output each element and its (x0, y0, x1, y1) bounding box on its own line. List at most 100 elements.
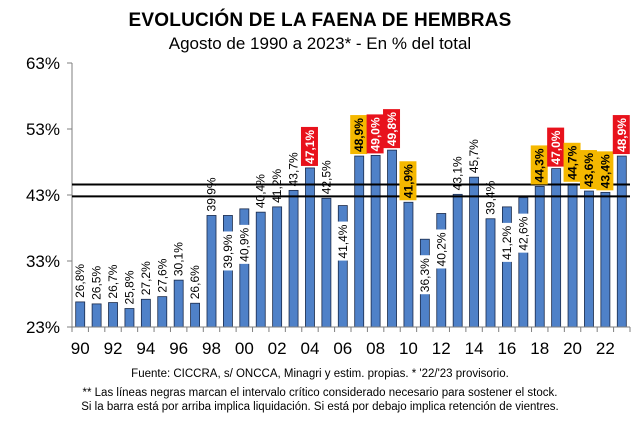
data-label-1994: 27,2% (139, 261, 153, 295)
data-label-text: 25,8% (122, 270, 136, 304)
data-label-text: 45,7% (467, 139, 481, 173)
label-background (416, 255, 432, 295)
data-label-text: 41,4% (336, 224, 350, 258)
label-highlight (596, 151, 614, 191)
data-label-2009: 49,8% (383, 109, 401, 149)
x-tick-label: 18 (530, 339, 549, 358)
footnote-line-2: Si la barra está por arriba implica liqu… (81, 401, 559, 413)
x-tick-label: 06 (333, 339, 352, 358)
data-label-text: 26,8% (73, 264, 87, 298)
data-label-2015: 39,4% (484, 180, 498, 214)
footnote-line-1: ** Las líneas negras marcan el intervalo… (82, 387, 558, 399)
data-label-text: 40,2% (434, 232, 448, 266)
x-tick-label: 90 (71, 339, 90, 358)
data-label-text: 47,0% (549, 130, 563, 164)
data-label-2010: 41,9% (399, 161, 417, 201)
source-note: Fuente: CICCRA, s/ ONCCA, Minagri y esti… (131, 368, 509, 380)
data-label-text: 43,4% (598, 154, 612, 188)
bar-2005 (321, 197, 332, 328)
data-label-2023: 48,9% (612, 115, 630, 155)
bar-2021 (584, 190, 594, 328)
data-label-2002: 41,2% (270, 169, 284, 203)
bar-2018 (534, 186, 545, 328)
x-tick-label: 98 (202, 339, 221, 358)
bar-2019 (551, 168, 562, 328)
bar-2009 (387, 149, 397, 328)
data-label-text: 49,0% (369, 117, 383, 151)
data-label-1996: 30,1% (172, 242, 186, 276)
y-tick-label: 63% (26, 54, 60, 73)
bar-1991 (91, 303, 102, 328)
data-label-1998: 39,9% (205, 177, 219, 211)
data-label-text: 43,1% (451, 156, 465, 190)
bar-2013 (452, 193, 463, 328)
bar-2020 (567, 183, 578, 328)
bar-2023 (616, 155, 627, 328)
bar-1996 (173, 279, 184, 328)
data-label-2016: 41,2% (498, 222, 514, 262)
x-tick-label: 04 (301, 339, 320, 358)
data-label-2019: 47,0% (547, 127, 565, 167)
x-tick-label: 16 (497, 339, 516, 358)
x-tick-label: 94 (136, 339, 155, 358)
bar-2007 (354, 155, 365, 328)
x-tick-label: 20 (563, 339, 582, 358)
x-tick-label: 10 (399, 339, 418, 358)
label-highlight (300, 126, 318, 166)
data-label-2012: 40,2% (433, 229, 449, 269)
data-label-text: 40,9% (237, 228, 251, 262)
x-tick-label: 00 (235, 339, 254, 358)
bar-1990 (75, 301, 86, 328)
x-tick-label: 08 (366, 339, 385, 358)
data-label-1997: 26,6% (188, 265, 202, 299)
label-background (433, 229, 449, 269)
bar-2010 (403, 201, 414, 328)
data-label-1999: 39,9% (219, 231, 235, 271)
data-label-2008: 49,0% (366, 114, 384, 154)
y-axis: 23% 33% 43% 53% 63% (26, 54, 73, 337)
data-label-2001: 40,4% (254, 174, 268, 208)
y-tick-label: 43% (26, 186, 60, 205)
chart-subtitle: Agosto de 1990 a 2023* - En % del total (168, 34, 472, 53)
reference-lines (72, 183, 630, 198)
data-label-text: 26,5% (90, 266, 104, 300)
data-label-2005: 42,5% (319, 160, 333, 194)
data-label-1990: 26,8% (73, 264, 87, 298)
x-axis: 90 92 94 96 98 00 02 04 06 08 10 12 14 16 18 20 22 (71, 326, 631, 358)
label-highlight (383, 109, 401, 149)
data-label-text: 26,7% (106, 264, 120, 298)
data-label-text: 42,5% (319, 160, 333, 194)
data-label-2006: 41,4% (334, 221, 350, 261)
data-label-text: 39,4% (484, 180, 498, 214)
data-label-text: 48,9% (615, 118, 629, 152)
data-label-2021: 43,6% (579, 150, 597, 190)
data-label-text: 30,1% (172, 242, 186, 276)
x-tick-label: 02 (268, 339, 287, 358)
bar-2002 (272, 206, 283, 328)
chart-title: EVOLUCIÓN DE LA FAENA DE HEMBRAS (128, 10, 512, 31)
data-label-1995: 27,6% (155, 258, 169, 292)
data-label-1993: 25,8% (122, 270, 136, 304)
label-highlight (563, 142, 581, 182)
data-label-text: 27,6% (155, 258, 169, 292)
data-label-text: 47,1% (303, 130, 317, 164)
data-label-2000: 40,9% (236, 224, 252, 264)
bar-2008 (370, 154, 381, 328)
data-label-text: 27,2% (139, 261, 153, 295)
bar-2015 (485, 218, 496, 328)
data-label-2022: 43,4% (596, 151, 614, 191)
data-label-text: 48,9% (352, 118, 366, 152)
data-label-2020: 44,7% (563, 142, 581, 182)
data-label-1991: 26,5% (90, 266, 104, 300)
bar-1997 (190, 302, 201, 328)
x-tick-label: 22 (596, 339, 615, 358)
y-tick-label: 23% (26, 318, 60, 337)
y-tick-label: 53% (26, 120, 60, 139)
data-label-text: 39,9% (205, 177, 219, 211)
x-tick-label: 96 (169, 339, 188, 358)
x-tick-label: 12 (432, 339, 451, 358)
bar-2003 (288, 189, 299, 328)
data-label-2003: 43,7% (287, 152, 301, 186)
bar-2022 (600, 191, 611, 328)
